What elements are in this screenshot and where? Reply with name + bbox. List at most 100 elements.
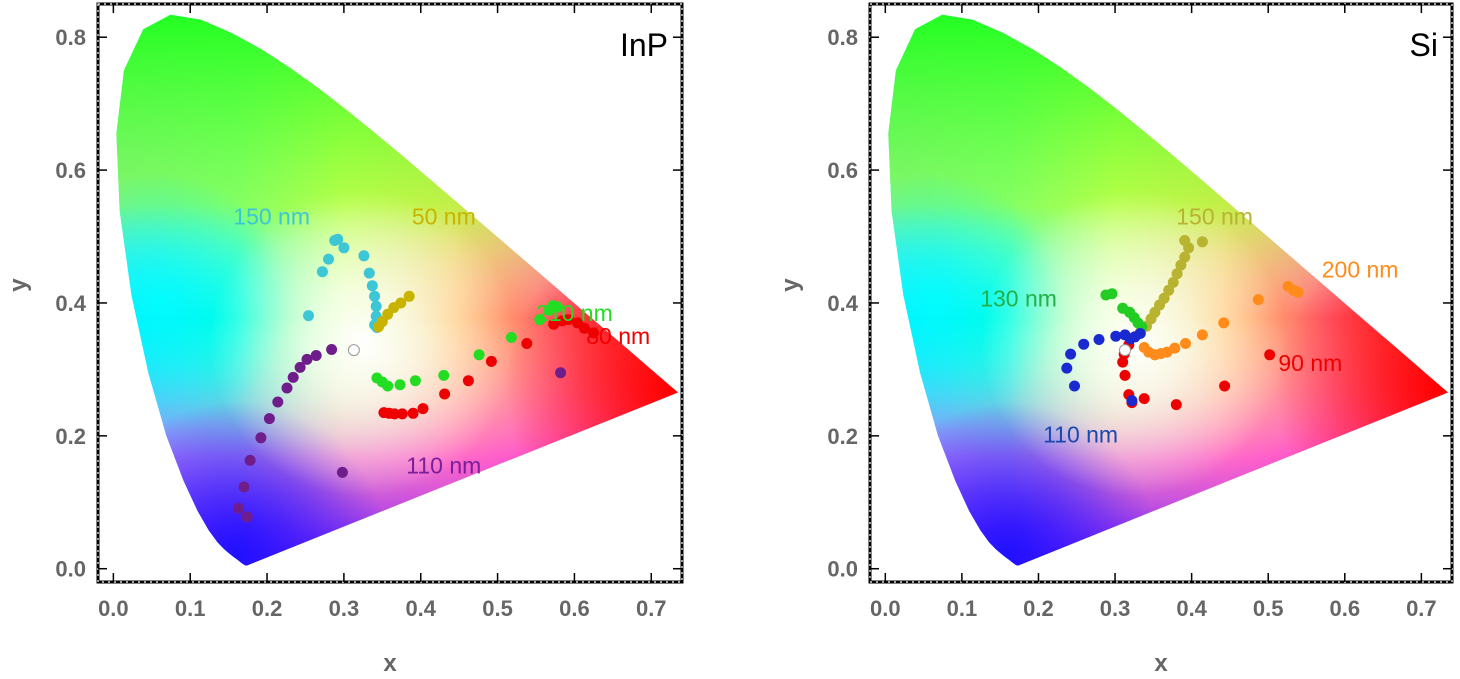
data-point	[1196, 236, 1208, 248]
y-axis-label: y	[5, 278, 32, 292]
data-point	[358, 250, 370, 262]
data-point	[438, 369, 450, 381]
data-point	[1179, 251, 1191, 263]
y-tick-label: 0.8	[827, 25, 858, 50]
data-point	[301, 353, 313, 365]
data-point	[555, 367, 567, 379]
data-point	[1219, 380, 1231, 392]
data-point	[394, 379, 406, 391]
data-point	[578, 322, 590, 334]
data-point	[473, 349, 485, 361]
data-point	[255, 432, 267, 444]
data-point	[366, 280, 378, 292]
x-tick-label: 0.7	[1406, 596, 1437, 621]
annotation-label: 150 nm	[233, 204, 310, 230]
data-point	[382, 380, 394, 392]
data-point	[1138, 393, 1150, 405]
data-point	[241, 511, 253, 523]
data-point	[287, 371, 299, 383]
data-point	[1264, 349, 1276, 361]
white-point	[347, 344, 360, 357]
white-point	[1119, 344, 1132, 357]
annotation-label: 130 nm	[980, 285, 1057, 311]
annotation-label: 200 nm	[1322, 257, 1399, 283]
data-point	[1167, 276, 1179, 288]
data-point	[1061, 362, 1073, 374]
data-point	[1169, 342, 1181, 354]
data-point	[233, 502, 245, 514]
data-point	[1119, 369, 1131, 381]
data-point	[336, 466, 348, 478]
data-point	[462, 375, 474, 387]
x-tick-label: 0.1	[175, 596, 206, 621]
y-tick-label: 0.6	[55, 158, 86, 183]
data-point	[439, 388, 451, 400]
data-point	[1106, 288, 1118, 300]
data-point	[1110, 330, 1122, 342]
y-tick-label: 0.2	[827, 424, 858, 449]
data-point	[485, 355, 497, 367]
x-tick-label: 0.2	[252, 596, 283, 621]
y-axis-label: y	[777, 278, 804, 292]
data-point	[369, 290, 381, 302]
y-tick-label: 0.4	[55, 291, 86, 316]
data-point	[1134, 328, 1146, 339]
x-tick-label: 0.6	[1329, 596, 1360, 621]
x-axis-label: x	[1154, 650, 1168, 677]
data-point	[238, 481, 250, 493]
data-point	[505, 332, 517, 343]
data-point	[1196, 329, 1208, 341]
y-tick-label: 0.0	[55, 557, 86, 582]
panel-label: InP	[620, 27, 668, 63]
annotation-label: 210 nm	[536, 300, 613, 326]
data-point	[303, 310, 314, 322]
x-tick-label: 0.4	[405, 596, 436, 621]
data-point	[389, 408, 401, 420]
x-tick-label: 0.7	[636, 596, 667, 621]
data-point	[244, 454, 256, 466]
annotation-label: 90 nm	[1278, 350, 1342, 376]
series-layer	[1061, 235, 1304, 411]
data-point	[310, 350, 322, 361]
data-point	[1065, 348, 1077, 360]
data-point	[263, 413, 275, 425]
x-tick-label: 0.6	[559, 596, 590, 621]
annotation-label: 50 nm	[412, 204, 476, 230]
x-tick-label: 0.0	[870, 596, 901, 621]
y-tick-label: 0.0	[827, 557, 858, 582]
data-point	[1292, 286, 1304, 298]
data-point	[409, 375, 421, 387]
annotation-label: 110 nm	[406, 453, 481, 479]
x-tick-label: 0.4	[1176, 596, 1207, 621]
plot-frame	[868, 2, 1454, 584]
gamut-fill	[116, 14, 678, 566]
y-tick-label: 0.8	[55, 25, 86, 50]
data-point	[395, 297, 407, 309]
x-tick-label: 0.1	[947, 596, 978, 621]
x-tick-label: 0.0	[98, 596, 129, 621]
data-point	[1252, 294, 1264, 306]
ticks: 0.0 0.1 0.2 0.3 0.4 0.5 0.6 0.7 0.0 0.2 0.4 0.6 0.8	[55, 4, 682, 621]
panel-label: Si	[1410, 27, 1438, 63]
data-point	[370, 300, 382, 312]
data-point	[1158, 292, 1170, 304]
data-point	[396, 408, 408, 420]
data-point	[588, 327, 600, 339]
data-point	[403, 290, 415, 302]
data-point	[407, 407, 419, 419]
data-point	[548, 318, 560, 330]
data-point	[552, 301, 563, 313]
data-point	[326, 344, 338, 355]
data-point	[363, 267, 375, 279]
y-tick-label: 0.4	[827, 291, 858, 316]
y-tick-label: 0.6	[827, 158, 858, 183]
y-tick-label: 0.2	[55, 424, 86, 449]
x-tick-label: 0.2	[1023, 596, 1054, 621]
data-point	[1069, 380, 1080, 392]
data-point	[556, 315, 568, 327]
data-point	[534, 314, 546, 326]
data-point	[272, 396, 284, 408]
data-point	[1179, 235, 1191, 246]
series-layer	[233, 233, 600, 523]
